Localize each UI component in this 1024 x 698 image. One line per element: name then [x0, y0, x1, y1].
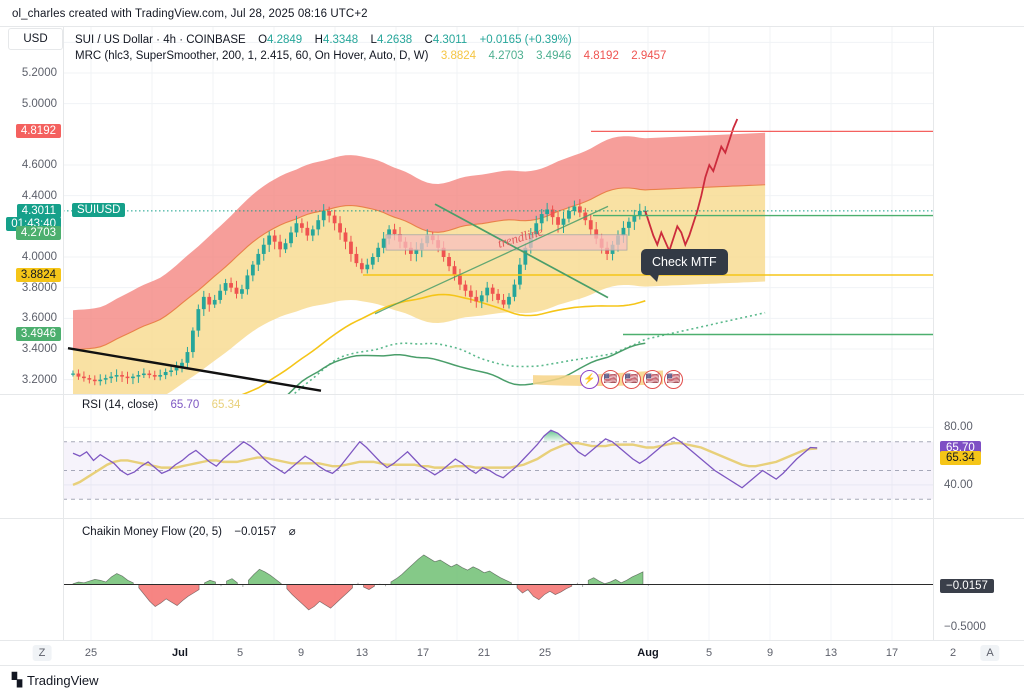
time-axis-label: 5 [236, 647, 244, 659]
time-axis-label: A [980, 645, 1000, 661]
price-plot-area[interactable] [63, 27, 934, 394]
close-label: C [424, 34, 433, 46]
us-flag-icon[interactable]: 🇺🇸 [643, 370, 662, 389]
open-value: 4.2849 [267, 34, 303, 46]
rsi-value: 65.70 [170, 399, 200, 411]
price-axis-tick: 4.0000 [21, 251, 57, 263]
time-axis-label: 21 [477, 647, 491, 659]
tradingview-wordmark: TradingView [27, 672, 99, 688]
mrc-value-1: 3.8824 [440, 49, 477, 62]
price-axis-left[interactable]: 5.40005.20005.00004.60004.40004.00003.80… [0, 27, 63, 394]
us-flag-icon[interactable]: 🇺🇸 [622, 370, 641, 389]
time-axis-label: 13 [824, 647, 838, 659]
high-label: H [314, 34, 323, 46]
close-value: 4.3011 [432, 34, 468, 46]
check-mtf-callout[interactable]: Check MTF [641, 249, 728, 282]
currency-badge[interactable]: USD [8, 28, 63, 50]
cmf-value: −0.0157 [234, 526, 277, 538]
time-axis-label: Z [32, 645, 52, 661]
cmf-legend[interactable]: Chaikin Money Flow (20, 5) −0.0157 ⌀ [82, 524, 296, 538]
time-axis-label: Jul [172, 647, 188, 659]
rsi-chart-svg [63, 395, 934, 518]
cmf-axis-tag[interactable]: −0.0157 [940, 578, 994, 593]
price-legend-line1: SUI / US Dollar · 4h · COINBASE O4.2849 … [75, 33, 666, 49]
time-axis-label: 5 [705, 647, 713, 659]
open-label: O [258, 34, 268, 46]
time-axis-label: 13 [355, 647, 369, 659]
time-axis-label: 25 [84, 647, 98, 659]
price-axis-tag[interactable]: 4.8192 [15, 124, 61, 139]
high-value: 4.3348 [322, 34, 359, 46]
time-axis-label: 2 [949, 647, 957, 659]
price-pane[interactable]: 5.40005.20005.00004.60004.40004.00003.80… [0, 26, 1024, 394]
series-name-badge[interactable]: SUIUSD [72, 202, 126, 217]
watermark-text: ol_charles created with TradingView.com,… [12, 8, 368, 20]
cmf-plot-area[interactable] [63, 519, 934, 640]
time-axis-label: 25 [538, 647, 552, 659]
rsi-signal-value: 65.34 [211, 399, 241, 411]
price-chart-svg [63, 27, 934, 394]
symbol-label[interactable]: SUI / US Dollar [75, 34, 153, 46]
lightning-icon[interactable]: ⚡ [580, 370, 599, 389]
cmf-pane[interactable]: −0.5000 −0.0157 [0, 518, 1024, 640]
rsi-legend[interactable]: RSI (14, close) 65.70 65.34 [82, 399, 240, 411]
exchange-sep: · [179, 34, 187, 46]
time-axis-label: Aug [637, 647, 659, 659]
price-axis-tick: 4.4000 [21, 189, 57, 202]
interval-label[interactable]: 4h [163, 34, 176, 46]
interval-sep: · [156, 34, 164, 46]
price-axis-tick: 3.6000 [21, 312, 57, 325]
mrc-value-5: 2.9457 [631, 49, 667, 62]
mrc-value-2: 4.2703 [488, 49, 524, 62]
price-axis-tick: 3.2000 [21, 373, 57, 386]
price-legend-line2: MRC (hlc3, SuperSmoother, 200, 1, 2.415,… [75, 49, 666, 65]
time-axis[interactable]: Z 25 Jul 5 9 13 17 21 25 Aug 5 9 13 17 2 A [0, 640, 1024, 666]
mrc-value-4: 4.8192 [583, 49, 619, 62]
cmf-axis-tick: −0.5000 [944, 620, 986, 633]
economic-events-row[interactable]: ⚡ 🇺🇸 🇺🇸 🇺🇸 🇺🇸 [580, 370, 683, 389]
price-axis-tick: 5.2000 [21, 67, 57, 79]
rsi-axis-tick: 40.00 [944, 478, 973, 491]
rsi-axis-tag[interactable]: 65.34 [940, 450, 981, 465]
low-value: 4.2638 [376, 34, 413, 46]
price-axis-tick: 5.0000 [21, 97, 57, 110]
exchange-label: COINBASE [186, 34, 246, 46]
mrc-indicator-title[interactable]: MRC (hlc3, SuperSmoother, 200, 1, 2.415,… [75, 49, 429, 62]
time-axis-label: 9 [766, 647, 774, 659]
price-axis-tick: 3.8000 [21, 281, 57, 294]
cmf-chart-svg [63, 519, 934, 640]
change-value: +0.0165 (+0.39%) [479, 34, 572, 46]
price-axis-tag[interactable]: 3.8824 [15, 268, 61, 283]
tradingview-logo: ▚ TradingView [12, 672, 99, 688]
time-axis-label: 9 [297, 647, 305, 659]
us-flag-icon[interactable]: 🇺🇸 [664, 370, 683, 389]
rsi-pane[interactable]: 80.00 40.00 65.70 65.34 [0, 394, 1024, 518]
low-label: L [370, 34, 377, 46]
price-axis-tag[interactable]: 4.3011 [16, 203, 61, 218]
price-axis-tick: 4.6000 [21, 159, 57, 171]
rsi-axis-tick: 80.00 [944, 421, 973, 434]
price-axis-tick: 3.4000 [21, 343, 57, 355]
price-axis-right[interactable] [934, 27, 1024, 394]
cmf-average-icon: ⌀ [288, 526, 296, 538]
time-axis-label: 17 [885, 647, 899, 659]
price-axis-tag[interactable]: 3.4946 [15, 327, 61, 342]
rsi-plot-area[interactable] [63, 395, 934, 518]
tradingview-mark-icon: ▚ [12, 672, 22, 687]
price-axis-tag[interactable]: 4.2703 [15, 226, 61, 241]
cmf-axis-right[interactable]: −0.5000 −0.0157 [934, 519, 1024, 640]
time-axis-label: 17 [416, 647, 430, 659]
mrc-value-3: 3.4946 [536, 49, 572, 62]
rsi-axis-right[interactable]: 80.00 40.00 65.70 65.34 [934, 395, 1024, 518]
us-flag-icon[interactable]: 🇺🇸 [601, 370, 620, 389]
price-legend[interactable]: SUI / US Dollar · 4h · COINBASE O4.2849 … [75, 33, 666, 64]
rsi-title[interactable]: RSI (14, close) [82, 399, 159, 411]
cmf-title[interactable]: Chaikin Money Flow (20, 5) [82, 526, 222, 538]
